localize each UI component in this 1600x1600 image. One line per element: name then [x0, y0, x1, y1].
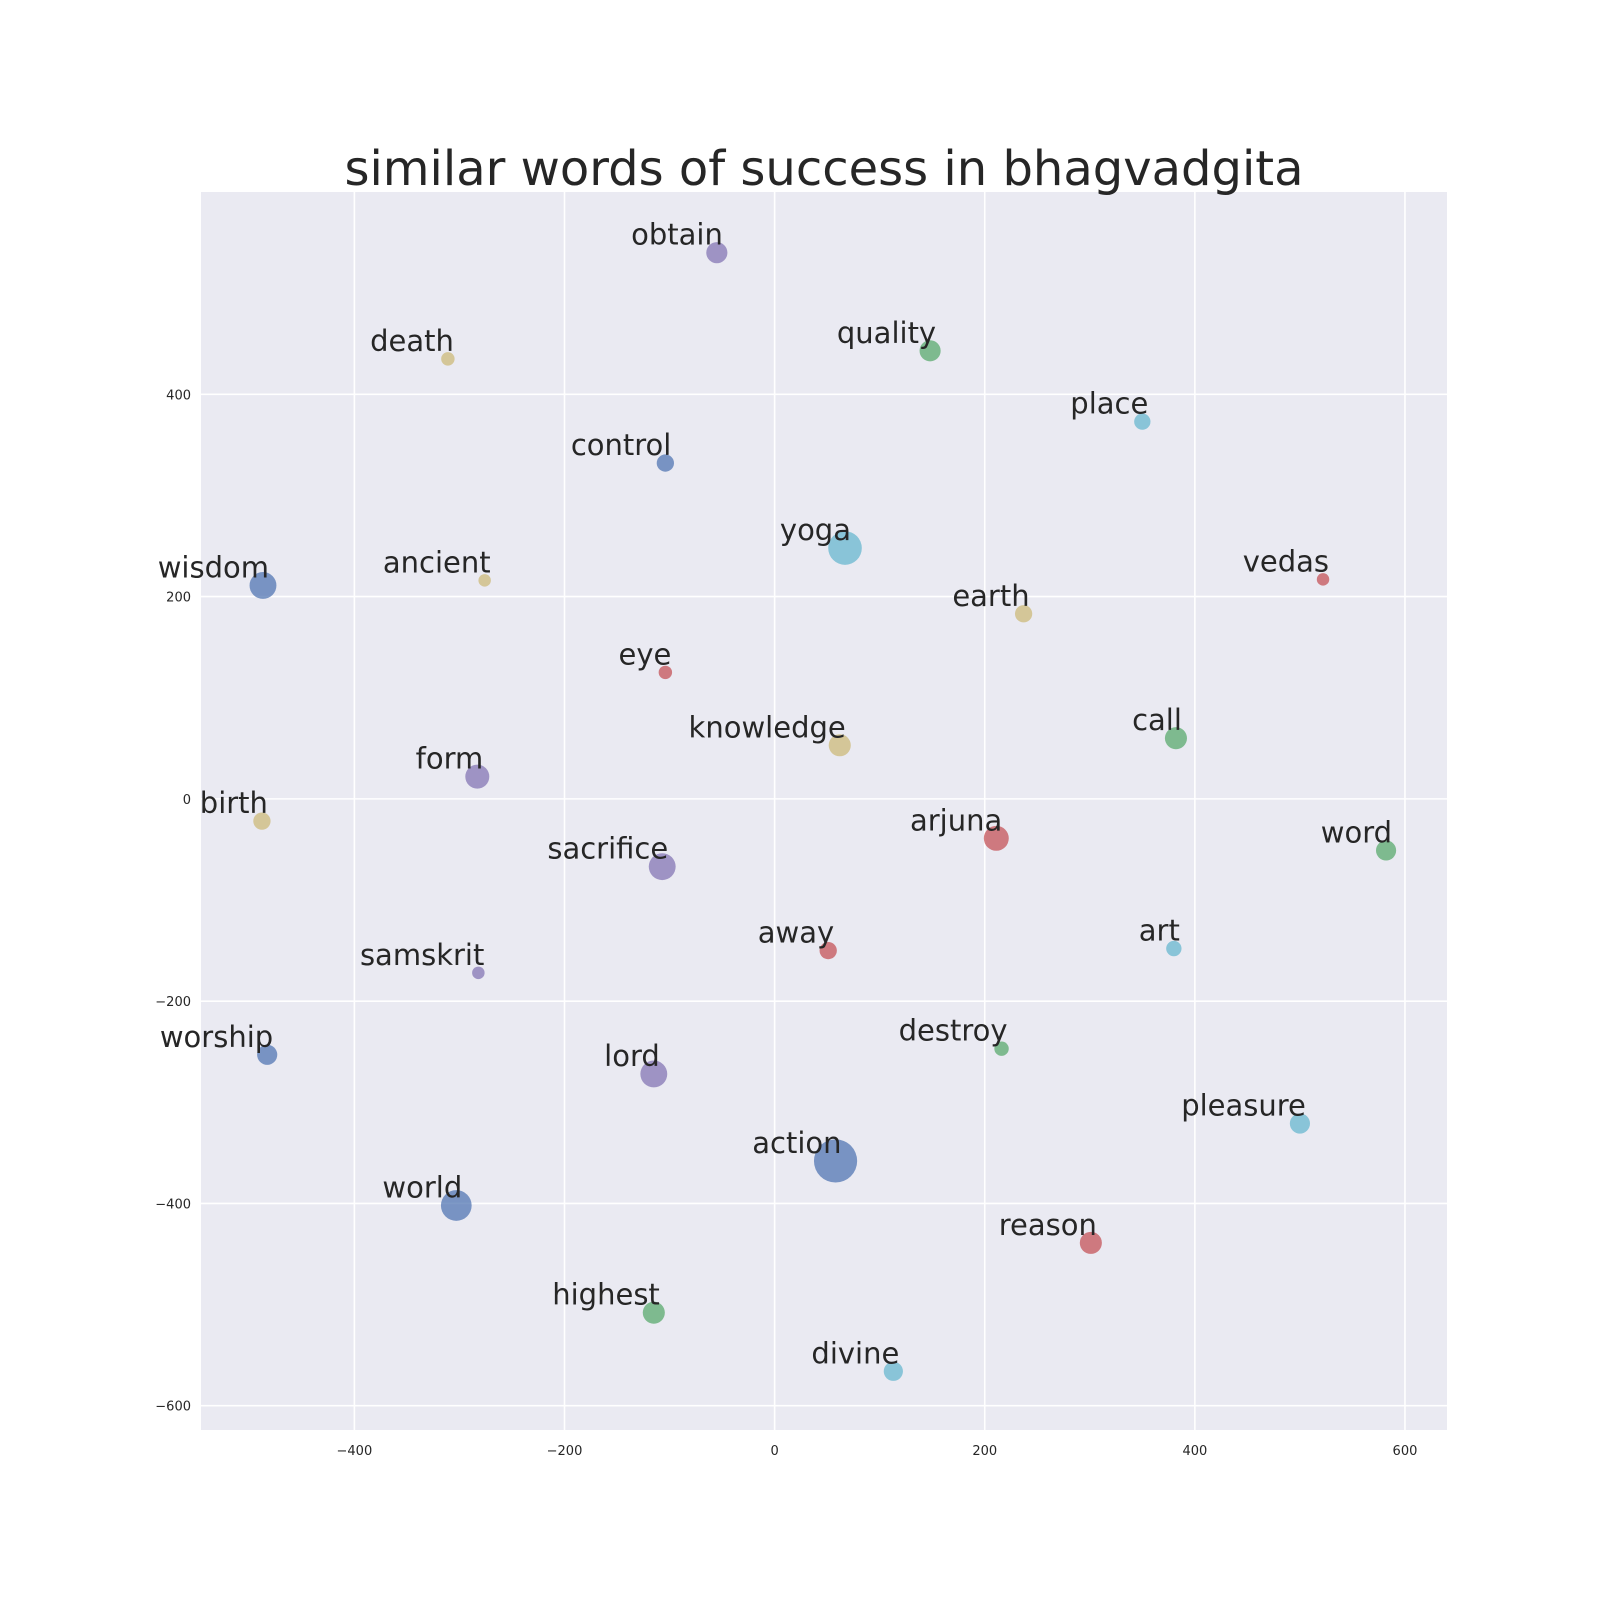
point-label-place: place: [1070, 387, 1148, 421]
x-tick-label: −400: [337, 1444, 373, 1459]
data-point-yoga: [828, 531, 862, 565]
point-label-pleasure: pleasure: [1181, 1089, 1306, 1123]
point-label-action: action: [752, 1126, 841, 1160]
data-point-destroy: [994, 1041, 1009, 1056]
x-tick-label: 600: [1393, 1444, 1418, 1459]
point-label-destroy: destroy: [899, 1014, 1008, 1048]
axis-ticks: −400 −200 0 200 400 600 −600 −400 −200 0 200 400: [155, 388, 1417, 1459]
data-point-samskrit: [472, 966, 485, 980]
point-label-sacrifice: sacrifice: [547, 832, 668, 866]
data-point-vedas: [1316, 573, 1330, 586]
point-label-eye: eye: [619, 637, 672, 671]
x-tick-label: −200: [547, 1444, 583, 1459]
point-label-reason: reason: [999, 1208, 1097, 1242]
point-label-vedas: vedas: [1243, 544, 1329, 578]
data-point-place: [1134, 413, 1151, 430]
data-point-ancient: [478, 574, 491, 587]
data-point-worship: [257, 1044, 278, 1065]
data-point-birth: [253, 812, 271, 830]
data-point-death: [441, 352, 455, 366]
point-label-call: call: [1132, 703, 1182, 737]
data-point-action: [813, 1139, 858, 1183]
point-label-lord: lord: [604, 1039, 660, 1073]
point-label-quality: quality: [837, 316, 936, 350]
point-label-death: death: [370, 324, 454, 358]
x-tick-label: 400: [1182, 1444, 1207, 1459]
data-point-art: [1166, 940, 1182, 957]
data-point-away: [819, 941, 837, 960]
data-point-call: [1164, 727, 1187, 750]
point-label-art: art: [1139, 914, 1180, 948]
data-point-sacrifice: [648, 853, 676, 881]
y-tick-label: 0: [183, 793, 191, 808]
point-label-control: control: [571, 428, 672, 462]
data-point-highest: [642, 1301, 665, 1324]
data-point-form: [465, 764, 490, 789]
data-point-word: [1375, 840, 1397, 861]
y-tick-label: 400: [166, 388, 191, 403]
point-label-away: away: [758, 916, 834, 950]
point-label-earth: earth: [952, 579, 1029, 613]
data-point-pleasure: [1289, 1113, 1310, 1134]
point-labels: obtain death quality place control yoga wisdom…: [158, 218, 1392, 1371]
point-label-word: word: [1321, 815, 1392, 849]
data-point-world: [440, 1190, 472, 1221]
data-point-earth: [1014, 605, 1033, 623]
y-tick-label: −600: [155, 1400, 191, 1415]
x-tick-label: 0: [770, 1444, 778, 1459]
point-label-samskrit: samskrit: [360, 938, 484, 972]
y-tick-label: −400: [155, 1197, 191, 1212]
point-label-highest: highest: [552, 1278, 660, 1312]
chart-title: similar words of success in bhagvadgita: [344, 141, 1303, 197]
data-point-control: [656, 454, 675, 472]
data-point-eye: [658, 665, 673, 680]
point-label-worship: worship: [160, 1020, 273, 1054]
data-point-knowledge: [828, 734, 851, 757]
data-point-reason: [1079, 1231, 1102, 1254]
point-label-wisdom: wisdom: [158, 550, 269, 584]
grid-lines: [201, 192, 1447, 1430]
y-tick-label: −200: [155, 995, 191, 1010]
point-label-ancient: ancient: [383, 545, 491, 579]
data-points: [249, 242, 1397, 1381]
point-label-yoga: yoga: [780, 513, 851, 547]
point-label-birth: birth: [200, 786, 268, 820]
y-tick-label: 200: [166, 591, 191, 606]
point-label-obtain: obtain: [631, 218, 723, 252]
data-point-lord: [640, 1060, 668, 1088]
data-point-divine: [883, 1361, 903, 1381]
x-tick-label: 200: [972, 1444, 997, 1459]
point-label-form: form: [416, 742, 484, 776]
data-point-obtain: [706, 242, 728, 264]
point-label-arjuna: arjuna: [910, 803, 1002, 837]
point-label-knowledge: knowledge: [689, 710, 846, 744]
point-label-divine: divine: [811, 1336, 899, 1370]
data-point-arjuna: [983, 825, 1009, 851]
data-point-quality: [919, 340, 941, 362]
plot-background: [201, 192, 1447, 1430]
point-label-world: world: [382, 1170, 462, 1204]
data-point-wisdom: [249, 572, 277, 599]
